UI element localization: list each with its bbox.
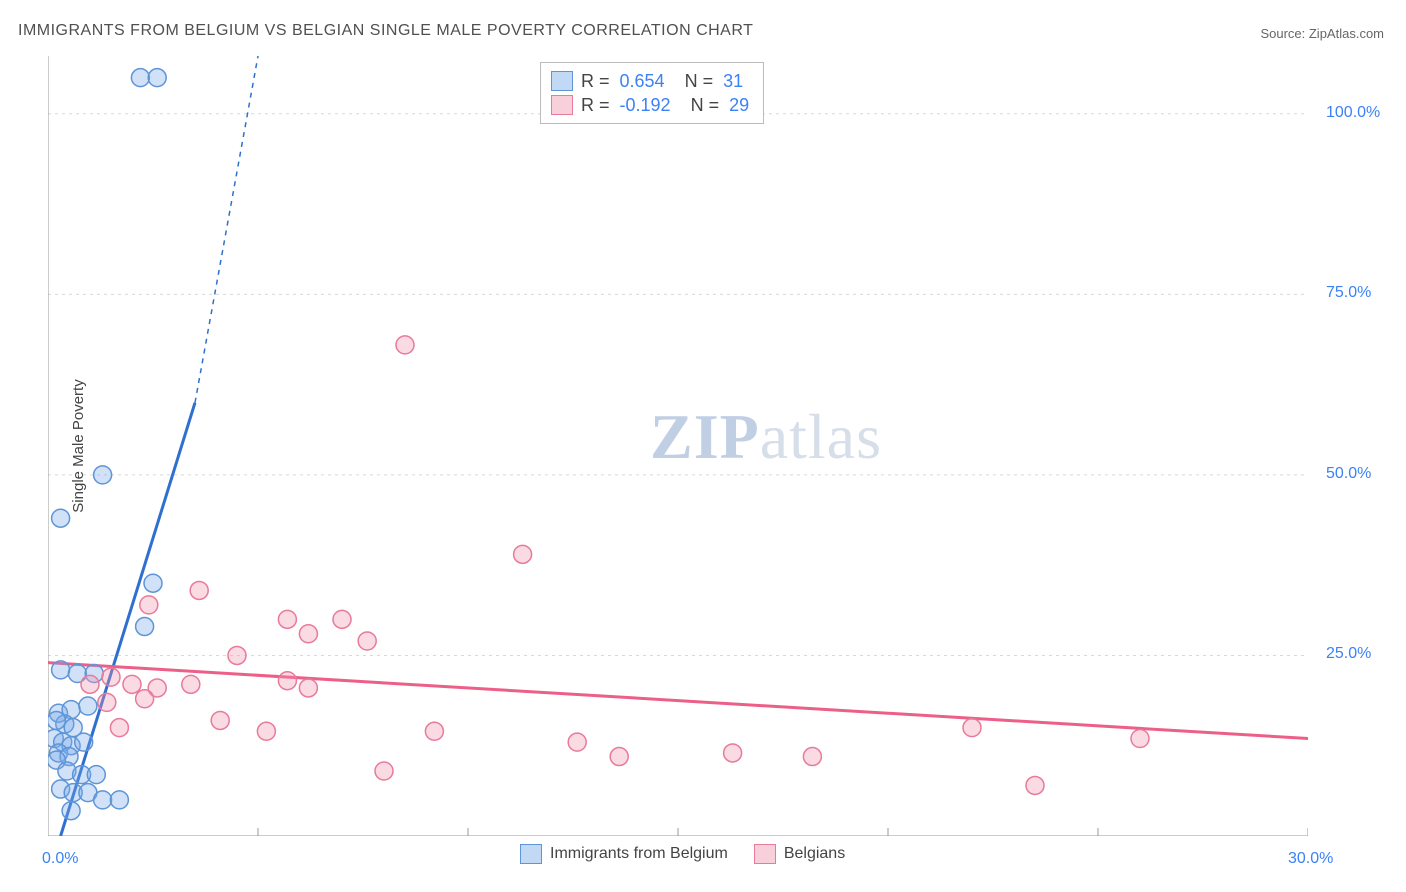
legend-item: Belgians (754, 844, 845, 864)
legend-row: R = 0.654 N = 31 (551, 69, 751, 93)
legend-label: Belgians (784, 845, 845, 863)
legend-row: R = -0.192 N = 29 (551, 93, 751, 117)
legend-r-label: R = (581, 69, 610, 93)
chart-container: IMMIGRANTS FROM BELGIUM VS BELGIAN SINGL… (0, 0, 1406, 892)
legend-r-value: 0.654 (620, 69, 665, 93)
legend-swatch (551, 95, 573, 115)
correlation-legend: R =0.654N =31R =-0.192N =29 (540, 62, 764, 124)
legend-r-label: R = (581, 93, 610, 117)
legend-n-value: 29 (729, 93, 749, 117)
chart-title: IMMIGRANTS FROM BELGIUM VS BELGIAN SINGL… (18, 22, 753, 40)
series-legend: Immigrants from Belgium Belgians (520, 844, 845, 864)
legend-label: Immigrants from Belgium (550, 845, 728, 863)
legend-n-label: N = (685, 69, 714, 93)
x-tick-label: 30.0% (1288, 850, 1333, 868)
legend-n-value: 31 (723, 69, 743, 93)
source-label: Source: ZipAtlas.com (1260, 26, 1384, 41)
legend-swatch (520, 844, 542, 864)
scatter-plot (48, 56, 1308, 836)
y-tick-label: 50.0% (1326, 465, 1371, 483)
y-tick-label: 100.0% (1326, 104, 1380, 122)
legend-swatch (754, 844, 776, 864)
legend-swatch (551, 71, 573, 91)
x-tick-label: 0.0% (42, 850, 78, 868)
legend-n-label: N = (691, 93, 720, 117)
legend-r-value: -0.192 (620, 93, 671, 117)
legend-item: Immigrants from Belgium (520, 844, 728, 864)
y-tick-label: 75.0% (1326, 284, 1371, 302)
y-tick-label: 25.0% (1326, 645, 1371, 663)
